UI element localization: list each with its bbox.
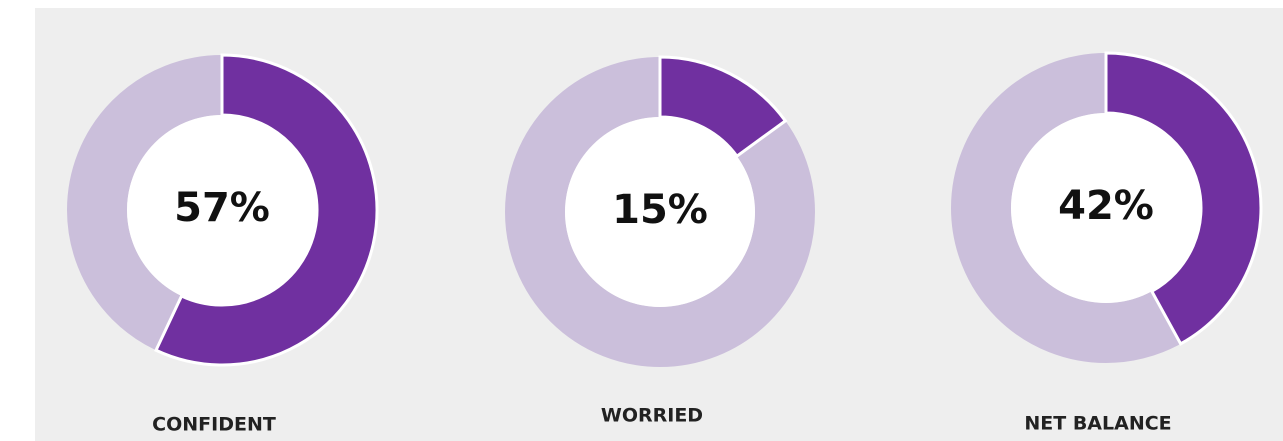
donut-hole <box>1011 113 1201 303</box>
donut-hole <box>127 115 317 305</box>
center-value: 57% <box>174 185 270 231</box>
donut-hole <box>565 117 755 307</box>
donut-label: NET BALANCE <box>1024 413 1171 435</box>
donut-label: CONFIDENT <box>152 414 276 436</box>
donut-label: WORRIED <box>601 405 703 427</box>
center-value: 15% <box>612 187 708 233</box>
center-value: 42% <box>1058 183 1154 229</box>
